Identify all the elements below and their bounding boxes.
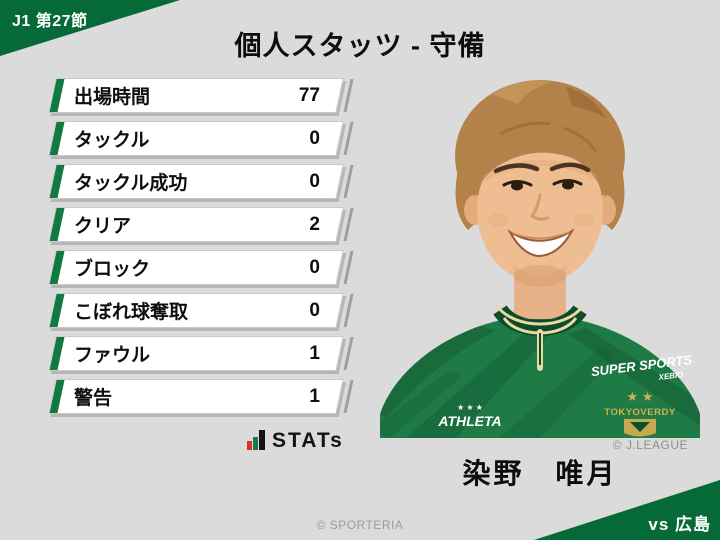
stat-row-accent-bar [49, 380, 65, 413]
bar-green [253, 437, 258, 450]
stats-list: 出場時間 77 タックル 0 タックル成功 0 クリア 2 ブロック 0 [48, 78, 354, 422]
stat-label: ファウル [74, 345, 151, 366]
jersey-brand-stars: ★ ★ ★ [457, 403, 483, 412]
stat-row: 警告 1 [48, 379, 354, 414]
bar-chart-icon [247, 430, 265, 451]
stat-label: タックル成功 [74, 173, 188, 194]
stat-row: ブロック 0 [48, 250, 354, 285]
stat-row-slash-decoration [343, 294, 354, 327]
stat-row-slash-decoration [343, 251, 354, 284]
stat-row: ファウル 1 [48, 336, 354, 371]
jersey-sponsor-sub-text: XEBIO [657, 370, 685, 382]
site-credit: © SPORTERIA [316, 518, 404, 532]
stat-label: ブロック [74, 259, 151, 280]
stats-logo-text: STATs [272, 429, 344, 452]
player-name: 染野 唯月 [462, 458, 618, 489]
stat-row: クリア 2 [48, 207, 354, 242]
round-badge-label: J1 第27節 [12, 13, 88, 30]
face [477, 137, 603, 283]
stat-row: タックル成功 0 [48, 164, 354, 199]
nose [529, 193, 550, 221]
stat-row-slash-decoration [343, 165, 354, 198]
photo-credit: © J.LEAGUE [612, 438, 688, 452]
stat-row-slash-decoration [343, 208, 354, 241]
stat-value: 1 [309, 342, 320, 364]
stat-row-accent-bar [49, 251, 65, 284]
eye [511, 181, 523, 191]
stat-row: タックル 0 [48, 121, 354, 156]
jersey-pattern [380, 322, 700, 438]
stat-value: 0 [309, 299, 320, 321]
stat-row-accent-bar [49, 208, 65, 241]
collar [493, 304, 587, 336]
stat-value: 1 [309, 385, 320, 407]
stat-row-accent-bar [49, 294, 65, 327]
stat-label: こぼれ球奪取 [74, 302, 189, 323]
stat-value: 77 [298, 84, 320, 106]
stat-label: 警告 [74, 388, 113, 409]
bar-black [259, 430, 265, 450]
stat-row: 出場時間 77 [48, 78, 354, 113]
eyebrow [493, 163, 540, 174]
eyebrow [549, 162, 591, 173]
player-portrait-illustration: ★ ★ ★ ATHLETA SUPER SPORTS XEBIO ★ ★ TOK… [380, 80, 700, 438]
crest-wordmark: TOKYOVERDY [604, 407, 676, 418]
mouth [507, 228, 575, 258]
opponent-badge-label: vs 広島 [648, 515, 711, 534]
stat-label: クリア [74, 216, 132, 237]
stat-row-slash-decoration [343, 79, 354, 112]
stat-row-slash-decoration [343, 122, 354, 155]
stat-row-accent-bar [49, 165, 65, 198]
stat-row-accent-bar [49, 79, 65, 112]
stat-value: 0 [309, 256, 320, 278]
stat-value: 2 [309, 213, 320, 235]
hair-fringe [474, 122, 607, 198]
jersey-brand-logo: ATHLETA [437, 413, 501, 429]
club-crest-icon [624, 419, 656, 437]
stat-row-slash-decoration [343, 380, 354, 413]
stat-value: 0 [309, 127, 320, 149]
eye [562, 180, 574, 190]
bar-red [247, 441, 252, 450]
player-photo: ★ ★ ★ ATHLETA SUPER SPORTS XEBIO ★ ★ TOK… [380, 70, 700, 438]
stat-row-slash-decoration [343, 337, 354, 370]
stat-row: こぼれ球奪取 0 [48, 293, 354, 328]
stat-row-accent-bar [49, 122, 65, 155]
stats-logo: STATs [247, 427, 344, 451]
stat-label: タックル [74, 130, 150, 151]
stat-label: 出場時間 [74, 87, 151, 108]
stat-value: 0 [309, 170, 320, 192]
stat-row-accent-bar [49, 337, 65, 370]
page-title: 個人スタッツ - 守備 [234, 31, 486, 61]
crest-stars: ★ ★ [627, 389, 654, 404]
